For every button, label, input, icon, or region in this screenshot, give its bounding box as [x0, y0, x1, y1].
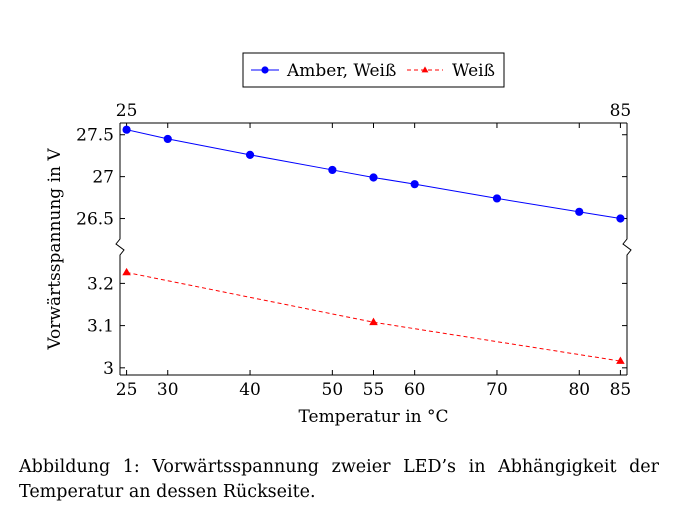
y-tick-label: 27 — [92, 168, 114, 188]
y-axis-label: Vorwärtsspannung in V — [45, 148, 65, 351]
legend-box — [242, 52, 505, 88]
x-axis-label: Temperatur in °C — [298, 407, 448, 427]
axis-left-line-with-break — [115, 123, 125, 375]
y-tick-label: 3.2 — [87, 274, 114, 294]
y-tick-label: 3.1 — [87, 317, 114, 337]
series-amber-weiss-point — [575, 207, 584, 216]
x-tick-label: 85 — [610, 380, 632, 400]
series-amber-weiss-point — [410, 180, 419, 189]
x-tick-label: 70 — [486, 380, 508, 400]
x-tick-label: 60 — [404, 380, 426, 400]
x-tick-label: 25 — [116, 380, 138, 400]
series-weiss-point — [616, 356, 625, 364]
legend-amber-weiss-label: Amber, Weiß — [286, 61, 396, 81]
y-tick-label: 3 — [103, 359, 114, 379]
series-amber-weiss-point — [163, 134, 172, 144]
x-top-tick-label: 25 — [116, 101, 138, 121]
chart: 25 30 40 50 55 60 70 80 85 25 85 27.5 27 26.5 3.2 3.1 3 T… — [45, 52, 632, 427]
axis-right-line-with-break — [622, 123, 632, 375]
series-amber-weiss-point — [616, 214, 625, 223]
legend-weiss-label: Weiß — [452, 61, 495, 81]
series-amber-weiss-point — [369, 173, 378, 182]
x-tick-label: 50 — [322, 380, 344, 400]
y-tick-label: 27.5 — [76, 126, 114, 146]
series-weiss-point — [122, 267, 131, 276]
x-tick-label: 30 — [157, 380, 179, 400]
x-top-tick-label: 85 — [610, 101, 632, 121]
x-tick-label: 55 — [363, 380, 385, 400]
figure-caption: Abbildung 1: Vorwärtsspannung zweier LED… — [19, 457, 659, 502]
series-weiss-point — [369, 317, 378, 326]
series-amber-weiss-point — [328, 165, 337, 175]
legend-amber-weiss-marker — [261, 66, 269, 74]
series-weiss-line — [126, 271, 621, 362]
series-amber-weiss-point — [245, 150, 255, 159]
legend-weiss-marker — [421, 66, 429, 73]
series-amber-weiss-point — [122, 125, 131, 134]
x-tick-label: 80 — [568, 380, 590, 400]
x-tick-label: 40 — [239, 380, 261, 400]
series-amber-weiss-point — [492, 194, 502, 203]
y-tick-label: 26.5 — [76, 210, 114, 230]
